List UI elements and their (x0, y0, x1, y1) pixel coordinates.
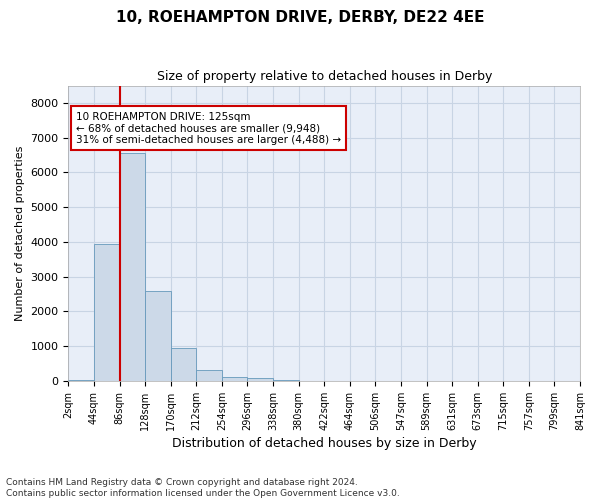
Bar (119, 154, 145, 381)
Y-axis label: Number of detached properties: Number of detached properties (15, 146, 25, 321)
Bar (196, 370, 222, 381)
Title: Size of property relative to detached houses in Derby: Size of property relative to detached ho… (157, 70, 492, 83)
Text: 10, ROEHAMPTON DRIVE, DERBY, DE22 4EE: 10, ROEHAMPTON DRIVE, DERBY, DE22 4EE (116, 10, 484, 25)
Bar (145, 290, 171, 381)
Bar (222, 378, 247, 381)
Bar (247, 378, 273, 381)
X-axis label: Distribution of detached houses by size in Derby: Distribution of detached houses by size … (172, 437, 476, 450)
Bar (68, 380, 94, 381)
Text: 10 ROEHAMPTON DRIVE: 125sqm
← 68% of detached houses are smaller (9,948)
31% of : 10 ROEHAMPTON DRIVE: 125sqm ← 68% of det… (76, 112, 341, 145)
Bar (94, 244, 119, 381)
Text: Contains HM Land Registry data © Crown copyright and database right 2024.
Contai: Contains HM Land Registry data © Crown c… (6, 478, 400, 498)
Bar (171, 348, 196, 381)
